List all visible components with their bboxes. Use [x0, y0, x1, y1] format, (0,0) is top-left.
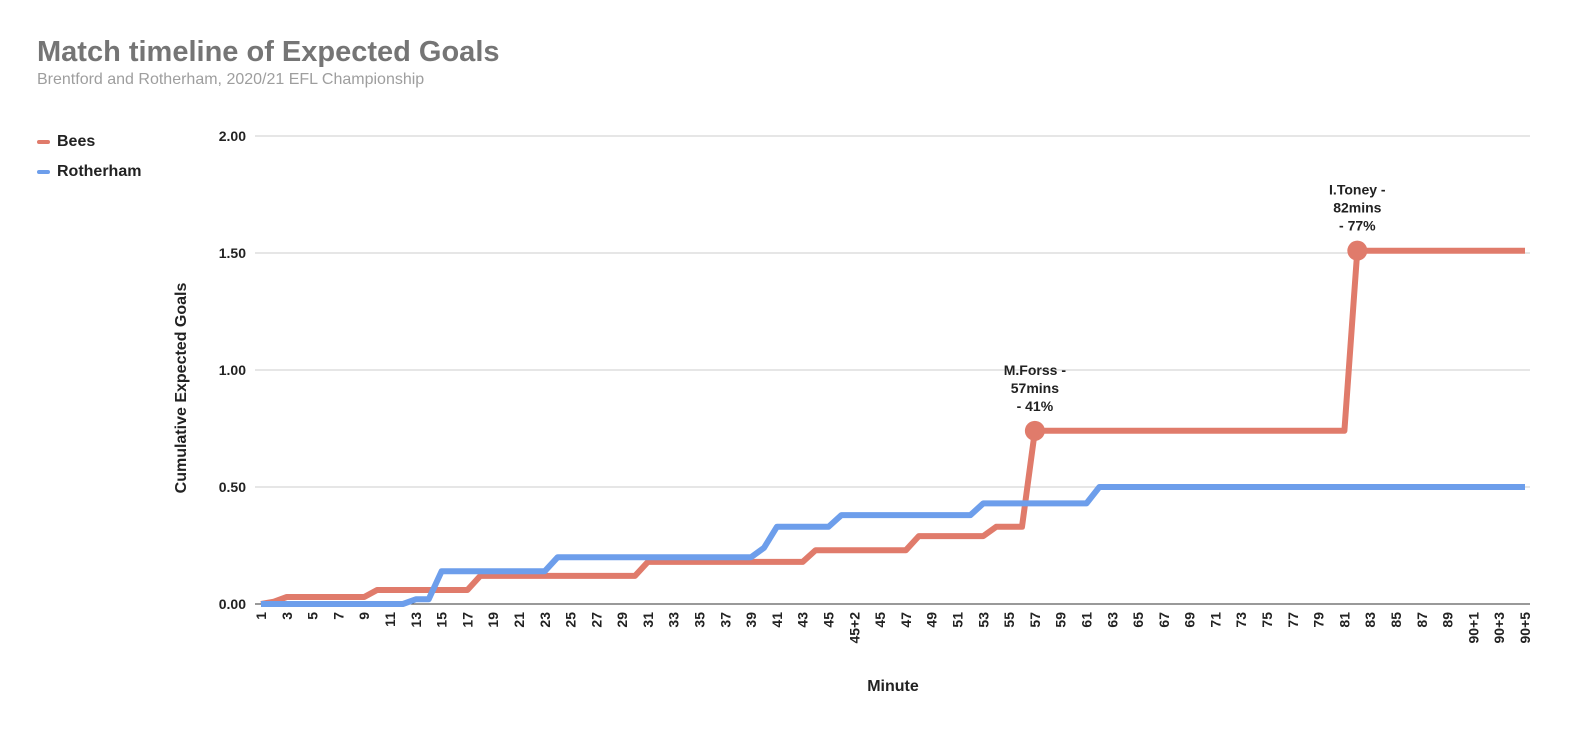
- x-tick-label: 90+3: [1491, 612, 1507, 644]
- x-axis-ticks: 1 3 5 7 9 11 13 15 17 19 21 23 25 27 29 31 33 35 37 39 41 43 4…: [253, 612, 1533, 644]
- legend-label-rotherham: Rotherham: [57, 163, 142, 180]
- legend-item-rotherham[interactable]: Rotherham: [37, 157, 141, 187]
- annotation-marker: [1024, 420, 1045, 441]
- annotation-label: 57mins: [1011, 380, 1059, 396]
- x-tick-label: 29: [614, 612, 630, 628]
- x-tick-label: 47: [898, 612, 914, 628]
- x-tick-label: 43: [795, 612, 811, 628]
- x-tick-label: 71: [1207, 612, 1223, 628]
- y-tick-label: 0.50: [219, 479, 246, 495]
- x-tick-label: 53: [975, 612, 991, 628]
- x-tick-label: 57: [1027, 612, 1043, 628]
- chart-title: Match timeline of Expected Goals: [37, 36, 500, 68]
- chart-subtitle: Brentford and Rotherham, 2020/21 EFL Cha…: [37, 71, 425, 88]
- x-tick-label: 85: [1388, 612, 1404, 628]
- series-line-rotherham: [261, 484, 1525, 607]
- x-tick-label: 19: [485, 612, 501, 628]
- series-lines: [260, 247, 1525, 607]
- x-tick-label: 39: [743, 612, 759, 628]
- x-tick-label: 45: [872, 612, 888, 628]
- x-tick-label: 37: [717, 612, 733, 628]
- x-tick-label: 45: [821, 612, 837, 628]
- annotation-label: M.Forss -: [1004, 362, 1067, 378]
- x-tick-label: 65: [1130, 612, 1146, 628]
- annotation-label: - 77%: [1339, 218, 1376, 234]
- y-tick-label: 0.00: [219, 596, 246, 612]
- x-tick-label: 5: [305, 612, 321, 620]
- series-line-bees: [260, 247, 1525, 607]
- annotations: M.Forss - 57mins - 41% I.Toney - 82mins - 77%: [1004, 182, 1386, 441]
- x-axis-title: Minute: [867, 678, 919, 695]
- x-tick-label: 63: [1104, 612, 1120, 628]
- x-tick-label: 15: [434, 612, 450, 628]
- x-tick-label: 61: [1078, 612, 1094, 628]
- x-tick-label: 41: [769, 612, 785, 628]
- y-tick-label: 2.00: [219, 128, 246, 144]
- x-tick-label: 67: [1156, 612, 1172, 628]
- x-tick-label: 79: [1311, 612, 1327, 628]
- x-tick-label: 51: [949, 612, 965, 628]
- x-tick-label: 90+1: [1465, 612, 1481, 644]
- x-tick-label: 45+2: [846, 612, 862, 644]
- legend-swatch-bees: [37, 140, 50, 144]
- legend: Bees Rotherham: [37, 127, 141, 187]
- x-tick-label: 59: [1053, 612, 1069, 628]
- x-tick-label: 7: [330, 612, 346, 620]
- x-tick-label: 17: [459, 612, 475, 628]
- y-axis-title: Cumulative Expected Goals: [173, 283, 190, 494]
- x-tick-label: 11: [382, 612, 398, 627]
- x-tick-label: 77: [1285, 612, 1301, 628]
- x-tick-label: 55: [1001, 612, 1017, 628]
- annotation-marker: [1347, 240, 1368, 261]
- x-tick-label: 73: [1233, 612, 1249, 628]
- x-tick-label: 21: [511, 612, 527, 628]
- x-tick-label: 81: [1336, 612, 1352, 628]
- x-tick-label: 23: [537, 612, 553, 628]
- annotation-label: 82mins: [1333, 200, 1381, 216]
- gridlines: [255, 135, 1530, 605]
- x-tick-label: 1: [253, 612, 269, 620]
- y-tick-label: 1.50: [219, 245, 246, 261]
- x-tick-label: 87: [1414, 612, 1430, 628]
- x-tick-label: 31: [640, 612, 656, 628]
- x-tick-label: 75: [1259, 612, 1275, 628]
- y-axis-ticks: 0.00 0.50 1.00 1.50 2.00: [219, 128, 246, 612]
- legend-item-bees[interactable]: Bees: [37, 127, 141, 157]
- x-tick-label: 90+5: [1517, 612, 1533, 644]
- x-tick-label: 25: [563, 612, 579, 628]
- annotation-label: I.Toney -: [1329, 182, 1386, 198]
- y-tick-label: 1.00: [219, 362, 246, 378]
- x-tick-label: 69: [1182, 612, 1198, 628]
- annotation-label: - 41%: [1017, 398, 1054, 414]
- legend-swatch-rotherham: [37, 170, 50, 174]
- x-tick-label: 83: [1362, 612, 1378, 628]
- x-tick-label: 3: [279, 612, 295, 620]
- x-tick-label: 33: [666, 612, 682, 628]
- x-tick-label: 89: [1440, 612, 1456, 628]
- x-tick-label: 49: [924, 612, 940, 628]
- x-tick-label: 27: [588, 612, 604, 628]
- legend-label-bees: Bees: [57, 133, 96, 150]
- x-tick-label: 13: [408, 612, 424, 628]
- x-tick-label: 35: [692, 612, 708, 628]
- x-tick-label: 9: [356, 612, 372, 620]
